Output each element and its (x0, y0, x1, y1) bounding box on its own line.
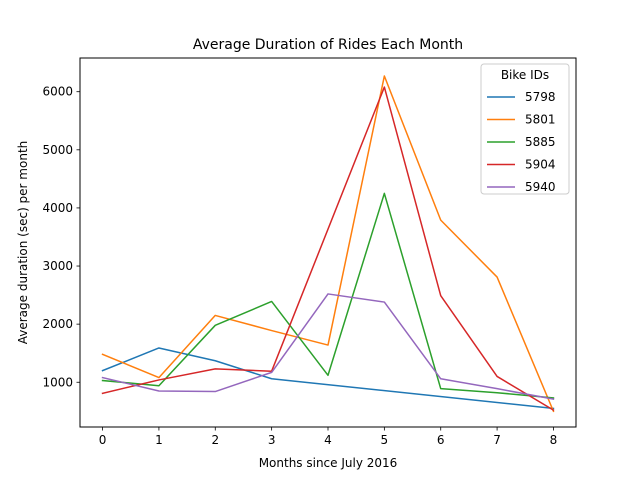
x-tick-label: 4 (324, 433, 332, 447)
y-axis-label: Average duration (sec) per month (16, 141, 30, 345)
x-tick-label: 7 (493, 433, 501, 447)
chart-title: Average Duration of Rides Each Month (193, 37, 463, 53)
y-tick-label: 5000 (42, 143, 73, 157)
x-tick-label: 8 (550, 433, 558, 447)
legend-label-5885: 5885 (525, 135, 556, 149)
legend-label-5798: 5798 (525, 90, 556, 104)
x-tick-label: 1 (155, 433, 163, 447)
series-line-5885 (101, 192, 555, 399)
legend-box (480, 63, 570, 195)
x-tick-label: 0 (99, 433, 107, 447)
legend: Bike IDs 5798 5801 5885 5904 5940 (480, 63, 570, 195)
y-tick-label: 1000 (42, 375, 73, 389)
plot-area (101, 75, 555, 413)
series-line-5801 (101, 75, 555, 413)
x-tick-label: 3 (268, 433, 276, 447)
y-tick-label: 4000 (42, 201, 73, 215)
legend-label-5940: 5940 (525, 180, 556, 194)
x-axis-label: Months since July 2016 (259, 456, 398, 470)
y-tick-label: 6000 (42, 85, 73, 99)
legend-label-5904: 5904 (525, 158, 556, 172)
y-tick-label: 2000 (42, 317, 73, 331)
series-line-5798 (101, 347, 555, 410)
y-tick-label: 3000 (42, 259, 73, 273)
y-axis: 1000 2000 3000 4000 5000 6000 (42, 85, 80, 389)
x-tick-label: 5 (381, 433, 389, 447)
legend-label-5801: 5801 (525, 113, 556, 127)
x-tick-label: 2 (211, 433, 219, 447)
x-axis: 0 1 2 3 4 5 6 7 8 (99, 427, 558, 447)
legend-title: Bike IDs (501, 68, 549, 82)
series-line-5940 (101, 293, 555, 400)
series-line-5904 (101, 86, 555, 412)
x-tick-label: 6 (437, 433, 445, 447)
